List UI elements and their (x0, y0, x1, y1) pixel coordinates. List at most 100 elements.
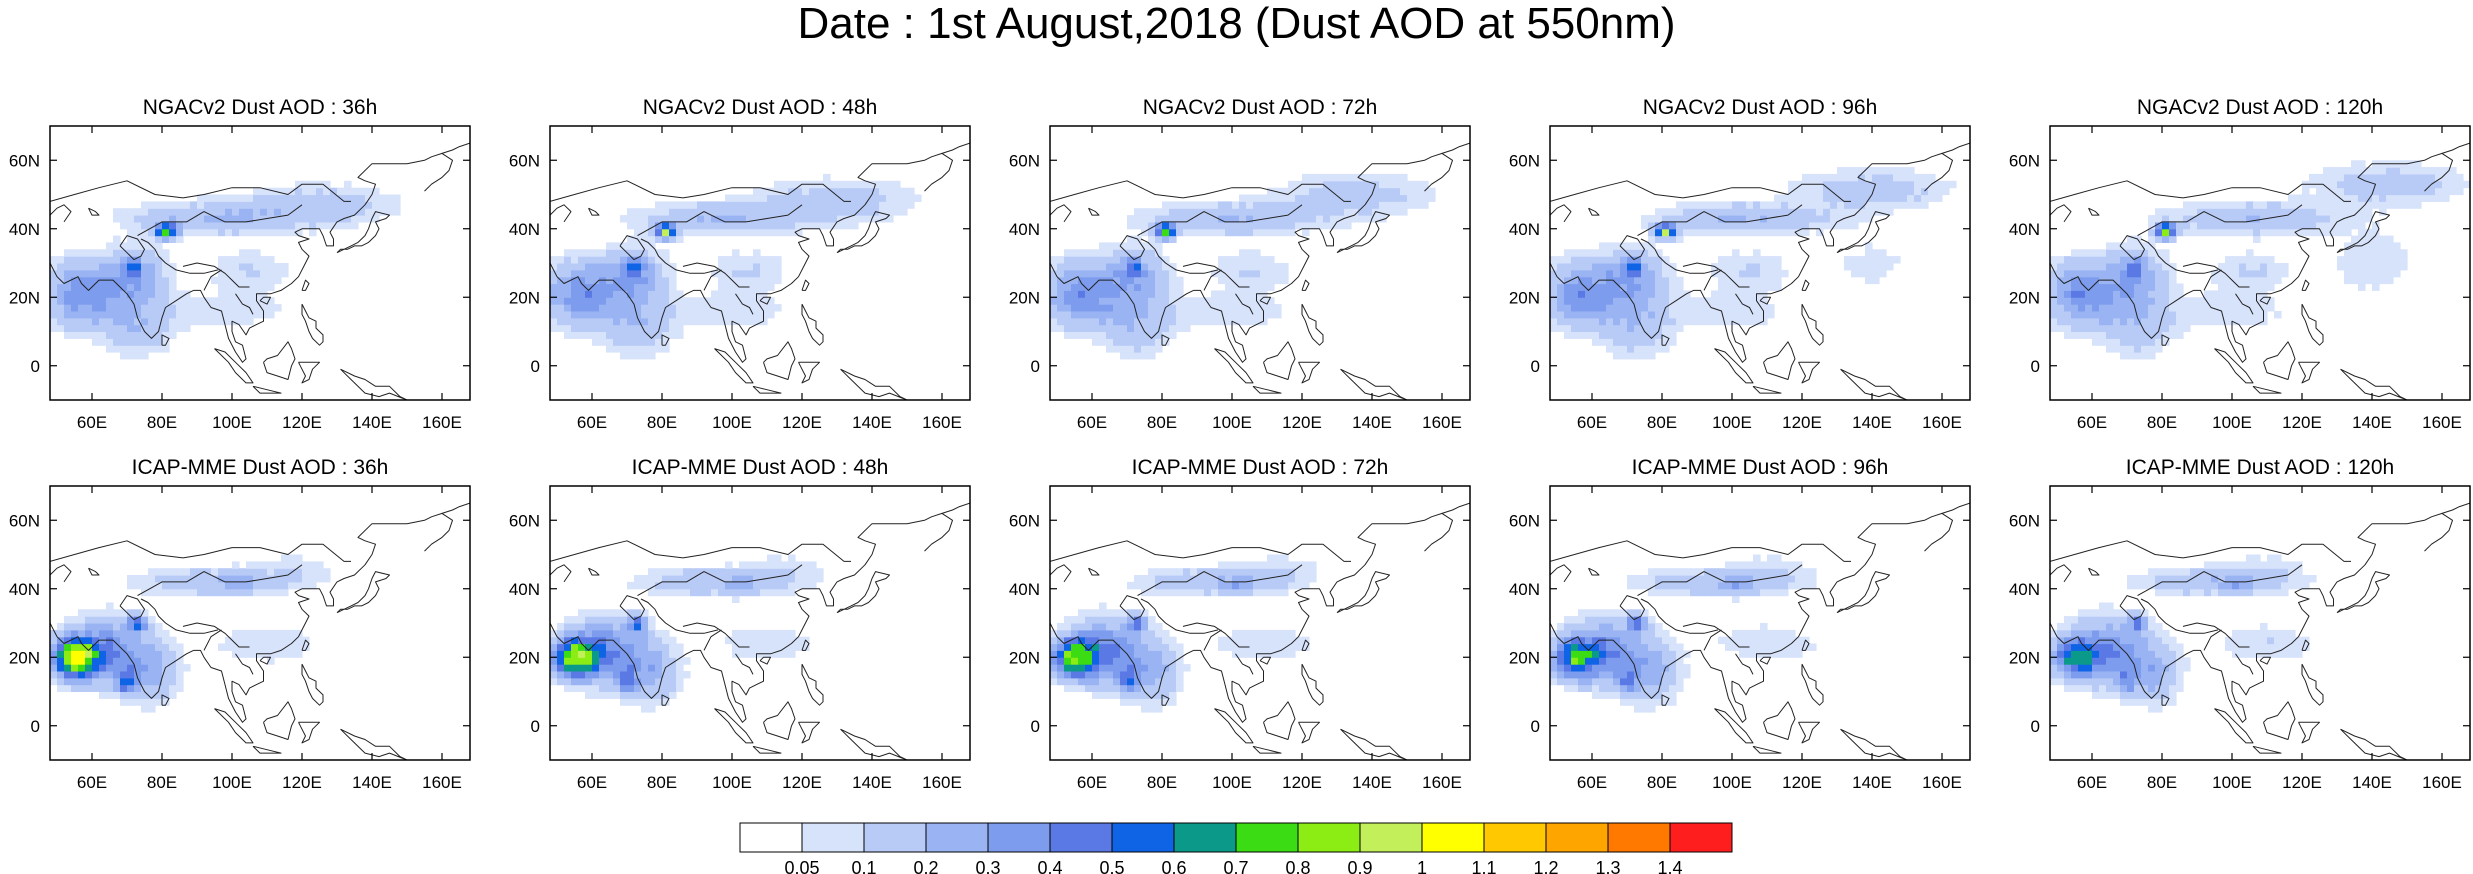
colorbar-label: 0.4 (1037, 858, 1062, 874)
lon-tick-label: 60E (2077, 773, 2107, 792)
lat-tick-label: 40N (509, 220, 540, 239)
map-panel: NGACv2 Dust AOD : 120h 60E 80E 100E 120E 140E… (2009, 96, 2471, 432)
lat-tick-label: 20N (9, 648, 40, 667)
colorbar-label: 0.8 (1285, 858, 1310, 874)
lon-tick-label: 80E (1147, 413, 1177, 432)
lon-tick-label: 80E (2147, 413, 2177, 432)
coastlines (550, 142, 970, 400)
coastlines (1550, 142, 1970, 400)
lon-tick-label: 160E (1922, 773, 1962, 792)
colorbar-label: 0.5 (1099, 858, 1124, 874)
coastlines (1050, 142, 1470, 400)
lon-tick-label: 140E (2352, 413, 2392, 432)
lat-tick-label: 40N (1509, 220, 1540, 239)
colorbar-box (1545, 822, 1609, 853)
map-frame (1549, 485, 1971, 761)
lon-tick-label: 100E (712, 413, 752, 432)
panel-title: ICAP-MME Dust AOD : 36h (132, 456, 389, 479)
lon-tick-label: 80E (1647, 413, 1677, 432)
coastlines (2050, 502, 2470, 760)
lat-tick-label: 0 (1531, 717, 1540, 736)
colorbar-box (987, 822, 1051, 853)
lat-tick-label: 60N (9, 151, 40, 170)
lon-tick-label: 160E (2422, 413, 2462, 432)
map-panel: NGACv2 Dust AOD : 48h 60E 80E 100E 120E 140E 1… (509, 96, 971, 432)
lat-tick-label: 40N (2009, 580, 2040, 599)
map-frame (549, 485, 971, 761)
lon-tick-label: 120E (1282, 773, 1322, 792)
lon-tick-label: 60E (77, 413, 107, 432)
map-frame (549, 125, 971, 401)
lon-tick-label: 60E (2077, 413, 2107, 432)
colorbar-box (1173, 822, 1237, 853)
lon-tick-label: 60E (1577, 773, 1607, 792)
aod-field (1550, 554, 1817, 713)
map-panel: ICAP-MME Dust AOD : 36h 60E 80E 100E 120E 140… (9, 456, 471, 792)
aod-field (50, 554, 331, 713)
lon-tick-label: 160E (922, 773, 962, 792)
lat-tick-label: 60N (1509, 511, 1540, 530)
lat-tick-label: 20N (9, 288, 40, 307)
map-panel: ICAP-MME Dust AOD : 72h 60E 80E 100E 120E 140… (1009, 456, 1471, 792)
colorbar-label: 0.2 (913, 858, 938, 874)
lat-tick-label: 40N (1009, 220, 1040, 239)
colorbar-label: 0.9 (1347, 858, 1372, 874)
panel-title: ICAP-MME Dust AOD : 48h (632, 456, 889, 479)
lon-tick-label: 140E (852, 413, 892, 432)
colorbar-box (863, 822, 927, 853)
lon-tick-label: 100E (1212, 413, 1252, 432)
lat-tick-label: 20N (1009, 648, 1040, 667)
map-frame (1049, 125, 1471, 401)
lon-tick-label: 60E (1077, 773, 1107, 792)
lon-tick-label: 140E (2352, 773, 2392, 792)
colorbar-box (801, 822, 865, 853)
lon-tick-label: 160E (422, 413, 462, 432)
lat-tick-label: 20N (1009, 288, 1040, 307)
lat-tick-label: 40N (9, 220, 40, 239)
coastlines (1550, 502, 1970, 760)
panel-title: NGACv2 Dust AOD : 72h (1143, 96, 1378, 119)
colorbar-box (1607, 822, 1671, 853)
coastlines (550, 502, 970, 760)
map-frame (49, 485, 471, 761)
lon-tick-label: 100E (1712, 413, 1752, 432)
colorbar-box (1359, 822, 1423, 853)
colorbar-label: 0.1 (851, 858, 876, 874)
panel-title: NGACv2 Dust AOD : 48h (643, 96, 878, 119)
colorbar-box (1111, 822, 1175, 853)
lat-tick-label: 0 (2031, 717, 2040, 736)
lat-tick-label: 60N (509, 151, 540, 170)
lat-tick-label: 0 (531, 717, 540, 736)
lon-tick-label: 100E (2212, 413, 2252, 432)
colorbar-box (739, 822, 803, 853)
panel-title: NGACv2 Dust AOD : 36h (143, 96, 378, 119)
map-panel: ICAP-MME Dust AOD : 96h 60E 80E 100E 120E 140… (1509, 456, 1971, 792)
colorbar-box (925, 822, 989, 853)
coastlines (1050, 502, 1470, 760)
page-title: Date : 1st August,2018 (Dust AOD at 550n… (797, 0, 1676, 48)
lat-tick-label: 0 (531, 357, 540, 376)
colorbar-label: 1.4 (1657, 858, 1682, 874)
map-panel: NGACv2 Dust AOD : 72h 60E 80E 100E 120E 140E 1… (1009, 96, 1471, 432)
lat-tick-label: 0 (1531, 357, 1540, 376)
colorbar-box (1483, 822, 1547, 853)
lon-tick-label: 80E (647, 773, 677, 792)
lon-tick-label: 120E (782, 413, 822, 432)
lon-tick-label: 80E (2147, 773, 2177, 792)
colorbar-box (1297, 822, 1361, 853)
colorbar-label: 0.7 (1223, 858, 1248, 874)
lon-tick-label: 140E (352, 773, 392, 792)
lon-tick-label: 120E (282, 773, 322, 792)
map-panel: NGACv2 Dust AOD : 36h 60E 80E 100E 120E 140E 1… (9, 96, 471, 432)
lon-tick-label: 100E (212, 773, 252, 792)
colorbar-label: 1 (1417, 858, 1427, 874)
lat-tick-label: 0 (2031, 357, 2040, 376)
lon-tick-label: 140E (1352, 773, 1392, 792)
colorbar-box (1235, 822, 1299, 853)
lat-tick-label: 40N (1509, 580, 1540, 599)
lon-tick-label: 80E (647, 413, 677, 432)
lat-tick-label: 40N (9, 580, 40, 599)
lat-tick-label: 0 (31, 357, 40, 376)
